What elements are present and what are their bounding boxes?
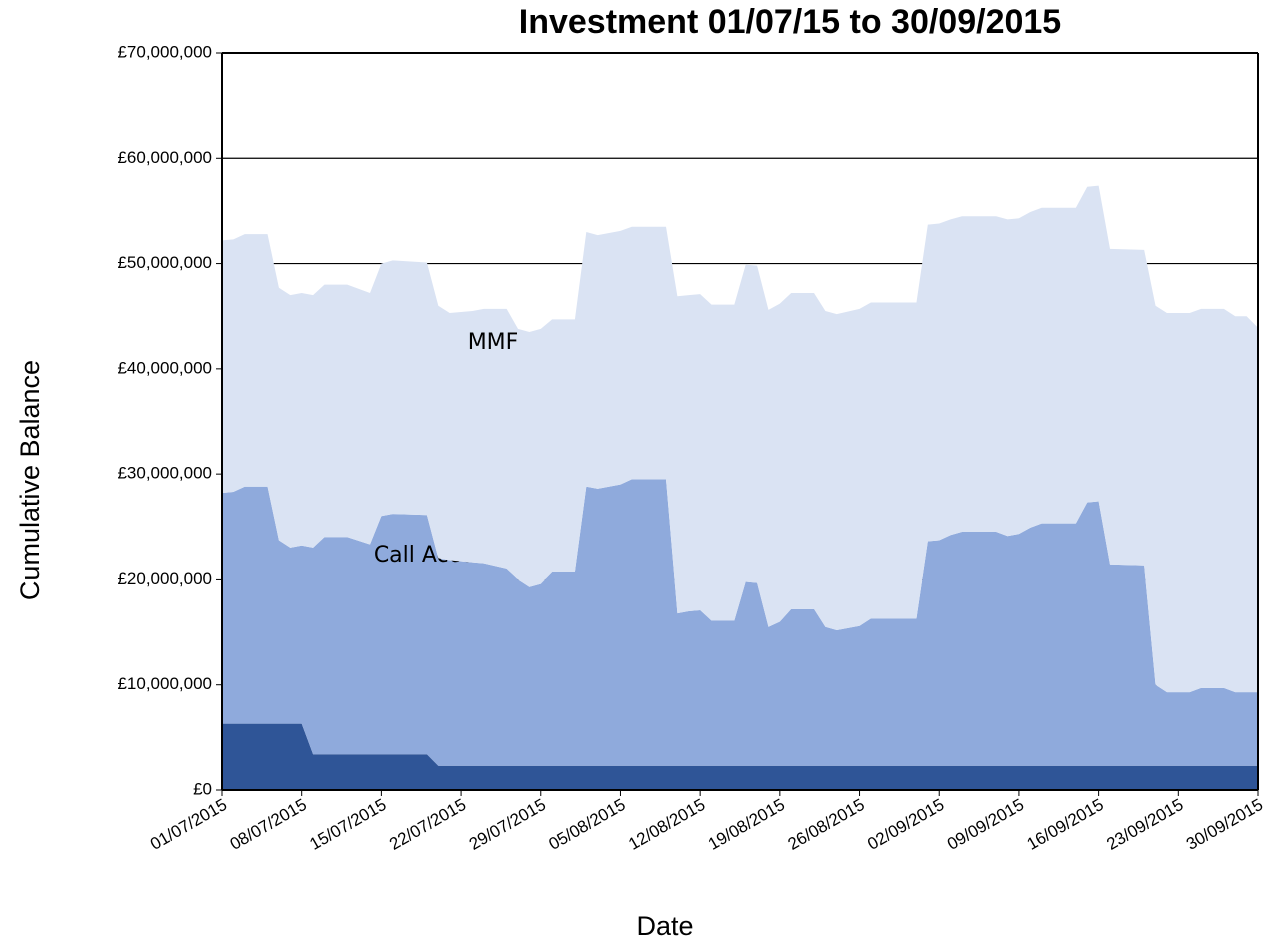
y-tick-label: £30,000,000 [117,464,212,483]
x-tick-label: 16/09/2015 [1024,795,1107,854]
x-tick-label: 29/07/2015 [466,795,549,854]
y-tick-label: £20,000,000 [117,569,212,588]
y-tick-label: £10,000,000 [117,674,212,693]
x-tick-label: 30/09/2015 [1183,795,1266,854]
x-tick-label: 19/08/2015 [705,795,788,854]
area [222,723,1258,790]
x-tick-label: 08/07/2015 [227,795,310,854]
x-tick-label: 09/09/2015 [944,795,1027,854]
areas: FixedCall AccountsMMF [222,185,1258,790]
y-tick-label: £60,000,000 [117,148,212,167]
x-tick-label: 26/08/2015 [785,795,868,854]
chart-title: Investment 01/07/15 to 30/09/2015 [519,3,1061,41]
y-tick-label: £50,000,000 [117,253,212,272]
x-tick-label: 01/07/2015 [147,795,230,854]
y-tick-label: £0 [193,779,212,798]
x-tick-label: 12/08/2015 [625,795,708,854]
y-tick-label: £70,000,000 [117,42,212,61]
x-tick-label: 22/07/2015 [386,795,469,854]
area [222,479,1258,766]
area [222,185,1258,693]
y-tick-label: £40,000,000 [117,358,212,377]
series-label: MMF [468,330,519,355]
x-tick-label: 23/09/2015 [1103,795,1186,854]
x-axis-label: Date [636,911,693,941]
x-tick-label: 15/07/2015 [306,795,389,854]
x-tick-label: 05/08/2015 [546,795,629,854]
y-axis-label: Cumulative Balance [15,360,45,600]
x-tick-label: 02/09/2015 [864,795,947,854]
